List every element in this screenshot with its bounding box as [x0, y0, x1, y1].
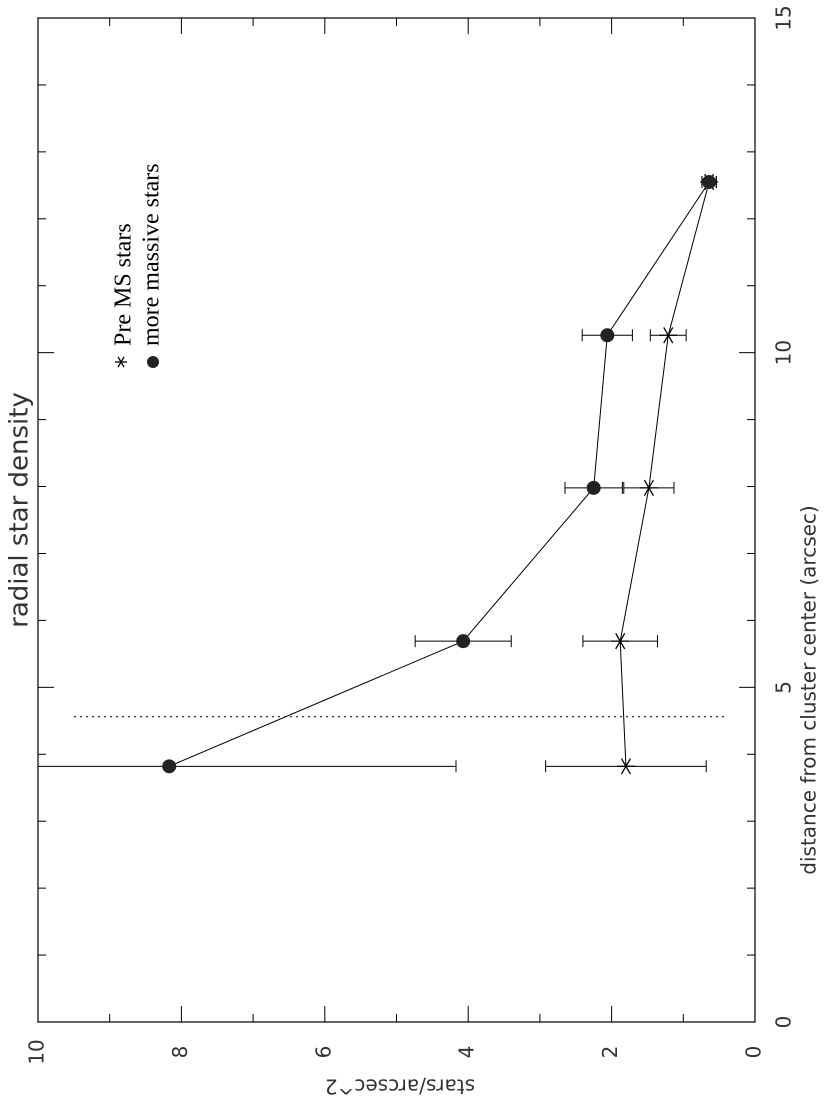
chart-title: radial star density: [5, 392, 35, 628]
y-axis-label: stars/arcsec^2: [325, 1075, 475, 1099]
marker: [616, 758, 635, 775]
plot-area: [38, 173, 719, 775]
series-line: [619, 181, 710, 767]
y-tick-label: 10: [25, 1039, 49, 1064]
marker: [659, 327, 678, 344]
legend-marker: [147, 356, 159, 368]
y-tick-label: 2: [598, 1046, 622, 1059]
y-tick-label: 8: [168, 1046, 192, 1059]
point: [162, 759, 177, 774]
point: [702, 174, 717, 189]
point: [586, 480, 601, 495]
marker: [639, 479, 658, 496]
point: [600, 328, 615, 343]
y-tick-label: 0: [742, 1046, 766, 1059]
error-bar: [38, 760, 457, 773]
x-tick-label: 0: [772, 1016, 796, 1029]
legend-label: more massive stars: [139, 163, 165, 346]
legend-label: Pre MS stars: [111, 223, 137, 346]
marker-stroke: [117, 356, 125, 368]
marker-stroke: [663, 327, 674, 344]
marker-stroke: [615, 633, 626, 650]
marker: [115, 356, 127, 368]
marker: [611, 633, 630, 650]
point: [456, 634, 471, 649]
x-tick-label: 15: [772, 5, 796, 30]
marker-stroke: [620, 758, 632, 775]
marker-stroke: [643, 479, 654, 496]
x-axis-label: distance from cluster center (arcsec): [797, 505, 821, 874]
x-tick-label: 10: [772, 340, 796, 365]
x-tick-label: 5: [772, 681, 796, 694]
y-tick-label: 6: [311, 1046, 335, 1059]
series-line: [169, 181, 710, 767]
y-tick-label: 4: [455, 1046, 479, 1059]
